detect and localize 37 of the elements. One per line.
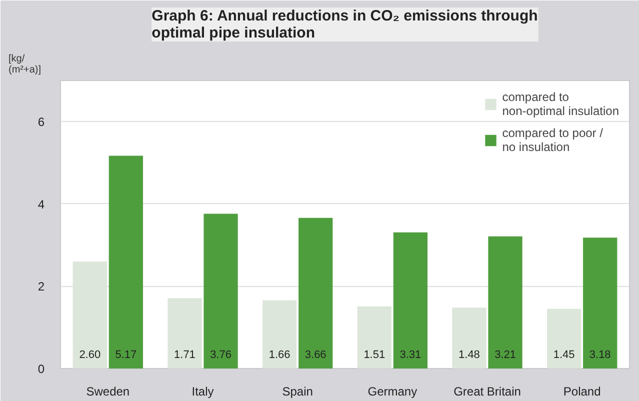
data-label: 3.76 (210, 349, 232, 362)
data-label: 5.17 (115, 349, 137, 362)
bar (108, 156, 144, 368)
data-label: 2.60 (79, 349, 101, 362)
data-label: 1.48 (458, 349, 480, 362)
bar (452, 308, 486, 368)
data-label: 1.66 (268, 349, 290, 362)
data-label: 3.18 (589, 349, 611, 362)
y-tick-label: 0 (38, 362, 45, 376)
y-tick-label: 6 (38, 115, 45, 130)
x-tick-label: Italy (192, 384, 214, 398)
y-tick-label: 4 (38, 197, 45, 212)
chart-title: Graph 6: Annual reductions in CO₂ emissions through optimal pipe insulation (152, 8, 538, 42)
bar (204, 214, 238, 368)
bar (298, 218, 333, 368)
bar (262, 300, 297, 368)
bar (546, 308, 582, 368)
data-label: 3.66 (304, 349, 326, 362)
x-tick-label: Spain (282, 384, 313, 398)
bar (393, 232, 428, 368)
y-tick-label: 2 (38, 280, 45, 294)
legend-label: compared to non-optimal insulation (502, 90, 619, 118)
bar (488, 236, 522, 368)
data-label: 3.21 (494, 349, 516, 362)
legend-label: compared to poor / no insulation (502, 126, 603, 154)
bar (583, 238, 618, 368)
bar (357, 306, 392, 368)
data-label: 1.45 (553, 349, 575, 362)
data-label: 1.71 (174, 349, 196, 362)
x-tick-label: Poland (563, 384, 601, 398)
x-tick-label: Great Britain (454, 384, 521, 398)
data-label: 1.51 (364, 349, 386, 362)
x-tick-label: Sweden (86, 384, 130, 398)
bar (168, 298, 202, 368)
y-axis-title: [kg/ (m²+a)] (8, 54, 42, 76)
x-tick-label: Germany (368, 384, 418, 398)
data-label: 3.31 (400, 349, 422, 362)
